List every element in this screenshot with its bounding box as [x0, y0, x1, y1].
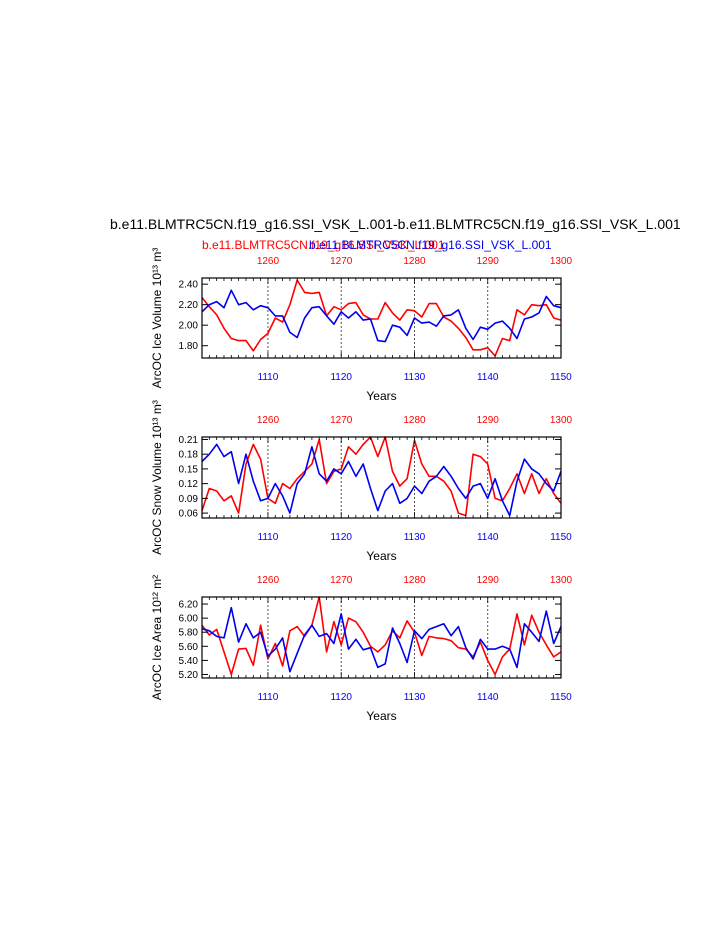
x-top-tick-label: 1300: [550, 415, 573, 426]
y-tick-label: 0.18: [179, 450, 199, 461]
plot-frame: [201, 277, 562, 359]
x-bottom-tick-label: 1140: [477, 532, 499, 543]
x-bottom-tick-label: 1120: [330, 372, 352, 383]
y-axis-title: ArcOC Ice Area 10¹² m²: [150, 575, 164, 700]
series-line-red: [201, 596, 562, 676]
series-line-red: [201, 279, 562, 357]
y-tick-label: 5.80: [179, 628, 199, 639]
legend-blue-label: b.e11.BLMTRC5CN.f19_g16.SSI_VSK_L.001: [309, 238, 552, 252]
x-bottom-tick-label: 1130: [404, 692, 426, 703]
x-bottom-tick-label: 1150: [550, 372, 572, 383]
plot-frame: [201, 596, 562, 679]
x-top-tick-label: 1270: [330, 256, 353, 267]
x-axis-title: Years: [366, 709, 396, 723]
x-top-tick-label: 1280: [403, 575, 426, 586]
x-bottom-tick-label: 1140: [477, 372, 499, 383]
y-axis-title: ArcOC Ice Volume 10¹³ m³: [150, 248, 164, 389]
plot-frame: [201, 436, 562, 519]
chart-panel-3: 6.20 6.00 5.80 5.60 5.40 5.20 1110 1120 1130 1140…: [150, 575, 573, 723]
x-bottom-tick-label: 1130: [404, 532, 426, 543]
x-bottom-tick-label: 1110: [258, 532, 279, 543]
y-tick-label: 0.12: [179, 479, 199, 490]
series-line-blue: [201, 289, 562, 343]
y-tick-label: 2.20: [179, 300, 199, 311]
series-line-blue: [201, 443, 562, 517]
y-tick-label: 6.00: [179, 614, 199, 625]
y-tick-label: 2.00: [179, 321, 199, 332]
x-bottom-tick-label: 1110: [258, 692, 279, 703]
x-top-tick-label: 1300: [550, 575, 573, 586]
y-axis-title: ArcOC Snow Volume 10¹³ m³: [150, 400, 164, 555]
x-top-tick-label: 1280: [403, 415, 426, 426]
y-tick-label: 0.21: [179, 435, 199, 446]
chart-panel-2: 0.21 0.18 0.15 0.12 0.09 0.06 1110 1120 1130 1140…: [150, 400, 573, 563]
y-tick-label: 2.40: [179, 280, 199, 291]
y-tick-label: 0.09: [179, 494, 199, 505]
legend-red-label: b.e11.BLMTRC5CN.f19_g16.SSI_VSK_L.001: [202, 238, 445, 252]
x-bottom-tick-label: 1130: [404, 372, 426, 383]
y-tick-label: 1.80: [179, 341, 199, 352]
x-bottom-tick-label: 1150: [550, 692, 572, 703]
y-tick-label: 5.20: [179, 670, 199, 681]
x-bottom-tick-label: 1120: [330, 532, 352, 543]
x-bottom-tick-label: 1120: [330, 692, 352, 703]
y-tick-label: 6.20: [179, 600, 199, 611]
x-top-tick-label: 1260: [257, 575, 280, 586]
x-top-tick-label: 1280: [403, 256, 426, 267]
x-bottom-tick-label: 1110: [258, 372, 279, 383]
chart-panel-1: 2.40 2.20 2.00 1.80 1110 1120 1130 1140 1150 1260…: [150, 248, 573, 403]
x-top-tick-label: 1290: [477, 575, 500, 586]
x-top-tick-label: 1300: [550, 256, 573, 267]
x-bottom-tick-label: 1140: [477, 692, 499, 703]
x-bottom-tick-label: 1150: [550, 532, 572, 543]
y-tick-label: 5.60: [179, 642, 199, 653]
x-top-tick-label: 1290: [477, 415, 500, 426]
y-tick-label: 0.06: [179, 509, 199, 520]
x-top-tick-label: 1260: [257, 256, 280, 267]
x-top-tick-label: 1270: [330, 575, 353, 586]
chart-panels: 2.40 2.20 2.00 1.80 1110 1120 1130 1140 1150 1260…: [150, 248, 573, 723]
series-line-red: [201, 436, 562, 517]
main-title: b.e11.BLMTRC5CN.f19_g16.SSI_VSK_L.001-b.…: [110, 216, 681, 232]
x-axis-title: Years: [366, 389, 396, 403]
y-tick-label: 0.15: [179, 464, 199, 475]
x-axis-title: Years: [366, 549, 396, 563]
series-line-blue: [201, 606, 562, 673]
x-top-tick-label: 1290: [477, 256, 500, 267]
x-top-tick-label: 1260: [257, 415, 280, 426]
x-top-tick-label: 1270: [330, 415, 353, 426]
y-tick-label: 5.40: [179, 656, 199, 667]
